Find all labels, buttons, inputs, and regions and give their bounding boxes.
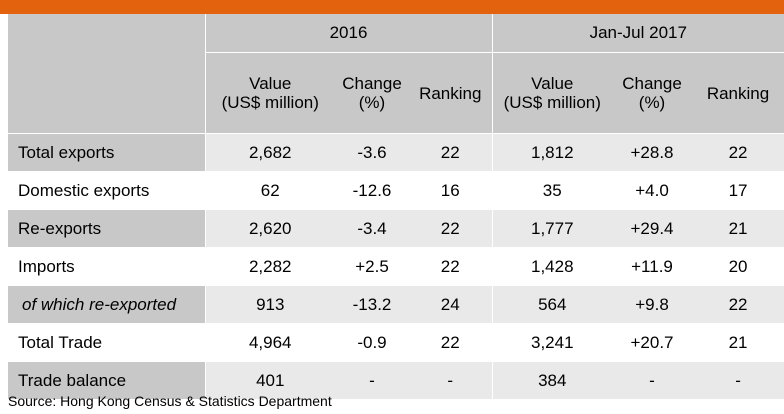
table-cell: -13.2: [335, 285, 409, 324]
period-jan-jul-2017-header: Jan-Jul 2017: [492, 14, 784, 53]
column-header-line1: Value: [531, 74, 574, 93]
table-row-domestic-exports: Domestic exports 62 -12.6 16 35 +4.0 17: [8, 171, 784, 210]
table-cell: -0.9: [335, 323, 409, 362]
row-label: Re-exports: [8, 209, 206, 248]
table-cell: -: [612, 361, 693, 400]
table-cell: 384: [492, 361, 613, 400]
column-header-value-2017: Value (US$ million): [492, 52, 613, 134]
table-cell: -: [409, 361, 493, 400]
table-cell: +4.0: [612, 171, 693, 210]
column-header-line1: Change: [342, 74, 402, 93]
table-cell: 17: [692, 171, 784, 210]
trade-table: 2016 Jan-Jul 2017 Value (US$ million) Ch…: [8, 14, 784, 400]
table-row-trade-balance: Trade balance 401 - - 384 - -: [8, 361, 784, 400]
table-cell: 22: [692, 285, 784, 324]
row-label: Total Trade: [8, 323, 206, 362]
table-cell: 2,282: [205, 247, 335, 286]
table-row-total-trade: Total Trade 4,964 -0.9 22 3,241 +20.7 21: [8, 323, 784, 362]
column-header-line2: (%): [358, 93, 386, 112]
table-cell: +2.5: [335, 247, 409, 286]
table-cell: 22: [409, 209, 493, 248]
column-header-value-2016: Value (US$ million): [205, 52, 335, 134]
column-header-line1: Ranking: [419, 83, 482, 103]
row-label: Domestic exports: [8, 171, 206, 210]
table-row-of-which-re-exported: of which re-exported 913 -13.2 24 564 +9…: [8, 285, 784, 324]
table-cell: 21: [692, 209, 784, 248]
table-cell: 1,777: [492, 209, 613, 248]
table-cell: 913: [205, 285, 335, 324]
row-label: Imports: [8, 247, 206, 286]
table-cell: 22: [409, 247, 493, 286]
table-cell: 4,964: [205, 323, 335, 362]
table-cell: 2,620: [205, 209, 335, 248]
column-header-change-2016: Change (%): [335, 52, 409, 134]
header-column-row: Value (US$ million) Change (%) Ranking V…: [8, 52, 784, 134]
period-2016-header: 2016: [205, 14, 493, 53]
table-cell: -: [335, 361, 409, 400]
table-cell: +20.7: [612, 323, 693, 362]
table-cell: 1,428: [492, 247, 613, 286]
column-header-line2: (%): [638, 93, 666, 112]
column-header-line1: Ranking: [706, 83, 770, 103]
table-cell: +28.8: [612, 133, 693, 172]
table-cell: +11.9: [612, 247, 693, 286]
row-label: of which re-exported: [8, 285, 206, 324]
table-cell: -: [692, 361, 784, 400]
table-row-imports: Imports 2,282 +2.5 22 1,428 +11.9 20: [8, 247, 784, 286]
table-cell: 22: [409, 133, 493, 172]
table-cell: 24: [409, 285, 493, 324]
table-cell: 20: [692, 247, 784, 286]
table-cell: 2,682: [205, 133, 335, 172]
table-cell: 62: [205, 171, 335, 210]
column-header-change-2017: Change (%): [612, 52, 693, 134]
table-cell: +9.8: [612, 285, 693, 324]
table-row-re-exports: Re-exports 2,620 -3.4 22 1,777 +29.4 21: [8, 209, 784, 248]
table-cell: -3.6: [335, 133, 409, 172]
header-corner: [8, 14, 206, 134]
top-accent-bar: [0, 0, 784, 14]
column-header-ranking-2016: Ranking: [409, 52, 493, 134]
header-period-row: 2016 Jan-Jul 2017: [8, 14, 784, 134]
row-label: Total exports: [8, 133, 206, 172]
column-header-line2: (US$ million): [221, 93, 319, 112]
source-note: Source: Hong Kong Census & Statistics De…: [8, 393, 332, 409]
table-cell: -12.6: [335, 171, 409, 210]
row-label: Trade balance: [8, 361, 206, 400]
table-cell: 35: [492, 171, 613, 210]
table-cell: 21: [692, 323, 784, 362]
table-cell: 1,812: [492, 133, 613, 172]
table-row-total-exports: Total exports 2,682 -3.6 22 1,812 +28.8 …: [8, 133, 784, 172]
column-header-line1: Change: [622, 74, 682, 93]
table-cell: 3,241: [492, 323, 613, 362]
table-cell: -3.4: [335, 209, 409, 248]
column-header-line2: (US$ million): [503, 93, 601, 112]
column-header-ranking-2017: Ranking: [692, 52, 784, 134]
table-cell: 22: [692, 133, 784, 172]
table-cell: 564: [492, 285, 613, 324]
column-header-line1: Value: [249, 74, 292, 93]
table-cell: 401: [205, 361, 335, 400]
table-cell: +29.4: [612, 209, 693, 248]
table-cell: 16: [409, 171, 493, 210]
table-cell: 22: [409, 323, 493, 362]
